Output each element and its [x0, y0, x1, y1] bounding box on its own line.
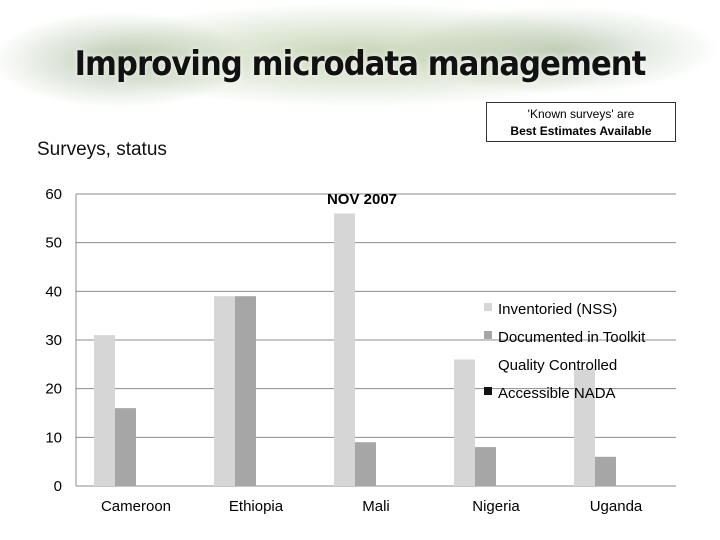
y-tick-label: 20 [45, 381, 62, 398]
x-axis-categories: Cameroon Ethiopia Mali Nigeria Uganda [101, 498, 643, 515]
x-category-label: Uganda [590, 498, 643, 515]
y-tick-label: 0 [54, 478, 62, 495]
x-category-label: Ethiopia [229, 498, 284, 515]
chart-annotation: NOV 2007 [327, 191, 397, 208]
x-category-label: Mali [362, 498, 390, 515]
x-category-label: Cameroon [101, 498, 171, 515]
known-surveys-note: 'Known surveys' are Best Estimates Avail… [486, 102, 676, 142]
bar-inventoried-nss--cameroon [94, 335, 115, 486]
bar-inventoried-nss--uganda [574, 369, 595, 486]
legend-label: Quality Controlled [498, 357, 617, 374]
legend: Inventoried (NSS) Documented in Toolkit Qu… [484, 301, 646, 402]
x-category-label: Nigeria [472, 498, 520, 515]
slide-title: Improving microdata management [74, 44, 647, 84]
legend-label: Accessible NADA [498, 385, 616, 402]
bars [94, 213, 616, 486]
chart-subtitle: Surveys, status [37, 139, 167, 160]
legend-swatch [484, 303, 492, 311]
note-line-1: 'Known surveys' are [527, 107, 635, 121]
bar-documented-in-toolkit-cameroon [115, 408, 136, 486]
legend-label: Documented in Toolkit [498, 329, 646, 346]
y-tick-label: 30 [45, 332, 62, 349]
bar-documented-in-toolkit-mali [355, 442, 376, 486]
bar-inventoried-nss--nigeria [454, 359, 475, 486]
y-tick-label: 60 [45, 186, 62, 203]
legend-swatch [484, 387, 492, 395]
bar-inventoried-nss--mali [334, 213, 355, 486]
legend-swatch [484, 331, 492, 339]
bar-documented-in-toolkit-nigeria [475, 447, 496, 486]
legend-swatch [484, 359, 492, 367]
bar-documented-in-toolkit-uganda [595, 456, 616, 486]
y-tick-label: 10 [45, 429, 62, 446]
legend-label: Inventoried (NSS) [498, 301, 617, 318]
y-tick-label: 50 [45, 235, 62, 252]
y-axis-ticks: 0 10 20 30 40 50 60 [45, 186, 62, 495]
bar-inventoried-nss--ethiopia [214, 296, 235, 486]
y-tick-label: 40 [45, 283, 62, 300]
note-line-2: Best Estimates Available [510, 124, 652, 138]
bar-documented-in-toolkit-ethiopia [235, 296, 256, 486]
